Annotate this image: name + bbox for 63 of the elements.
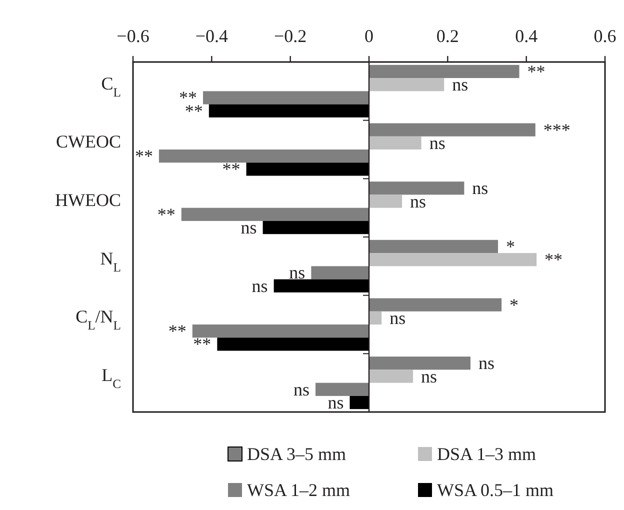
data-label: ns xyxy=(452,74,468,95)
bar xyxy=(311,266,369,280)
data-label: * xyxy=(510,294,519,315)
bar xyxy=(369,182,464,195)
data-label: ** xyxy=(544,250,563,270)
bar xyxy=(158,150,369,163)
bar xyxy=(369,78,444,92)
bar xyxy=(208,104,369,118)
bar xyxy=(350,396,369,410)
x-tick-label: −0.4 xyxy=(195,26,228,46)
bar xyxy=(369,64,520,78)
x-tick-label: 0.4 xyxy=(515,26,538,46)
bar xyxy=(369,194,402,208)
data-label: ** xyxy=(527,61,546,82)
data-label: ns xyxy=(429,132,446,153)
data-label: ** xyxy=(134,146,153,166)
bar xyxy=(369,123,536,136)
bar xyxy=(274,279,369,292)
data-label: ns xyxy=(240,218,257,238)
legend-label: WSA 1–2 mm xyxy=(247,480,350,500)
data-label: ns xyxy=(289,262,306,283)
bar xyxy=(181,208,369,221)
data-label: ** xyxy=(168,321,186,342)
data-label: ns xyxy=(410,191,426,212)
legend-label: WSA 0.5–1 mm xyxy=(437,480,554,500)
x-tick-label: 0.2 xyxy=(436,26,459,46)
x-tick-label: −0.6 xyxy=(116,26,150,46)
bar xyxy=(203,91,369,104)
bar xyxy=(369,298,502,312)
bar xyxy=(369,356,470,370)
legend-label: DSA 1–3 mm xyxy=(437,444,536,464)
bar xyxy=(316,382,369,396)
bar xyxy=(369,370,414,383)
data-label: ns xyxy=(293,379,310,400)
bar xyxy=(262,220,369,234)
y-tick-label: L$_{C}$ xyxy=(102,364,121,391)
data-label: ns xyxy=(478,353,494,374)
bar xyxy=(246,162,369,176)
legend-label: DSA 3–5 mm xyxy=(247,444,346,464)
y-tick-label: C$_{L}$/N$_{L}$ xyxy=(76,306,121,333)
bar xyxy=(369,253,537,266)
bar xyxy=(369,136,422,150)
y-tick-label: CWEOC xyxy=(56,132,121,152)
data-label: ns xyxy=(472,178,488,198)
bar xyxy=(217,338,369,351)
data-label: ns xyxy=(390,308,406,328)
bar xyxy=(192,324,369,338)
data-label: ** xyxy=(222,159,240,180)
bar xyxy=(369,311,382,324)
data-label: ns xyxy=(328,392,344,413)
x-tick-label: −0.2 xyxy=(274,26,307,46)
y-tick-label: N$_{L}$ xyxy=(100,248,121,274)
x-tick-label: 0 xyxy=(364,26,374,46)
y-tick-label: HWEOC xyxy=(55,190,121,210)
bar xyxy=(369,240,498,254)
data-label: ** xyxy=(157,204,176,224)
x-tick-label: 0.6 xyxy=(594,26,616,46)
data-label: ** xyxy=(193,334,212,354)
y-tick-label: C$_{L}$ xyxy=(101,73,121,100)
data-label: * xyxy=(506,236,516,256)
data-label: ns xyxy=(421,366,438,386)
data-label: ns xyxy=(252,276,268,296)
data-label: *** xyxy=(543,120,570,140)
